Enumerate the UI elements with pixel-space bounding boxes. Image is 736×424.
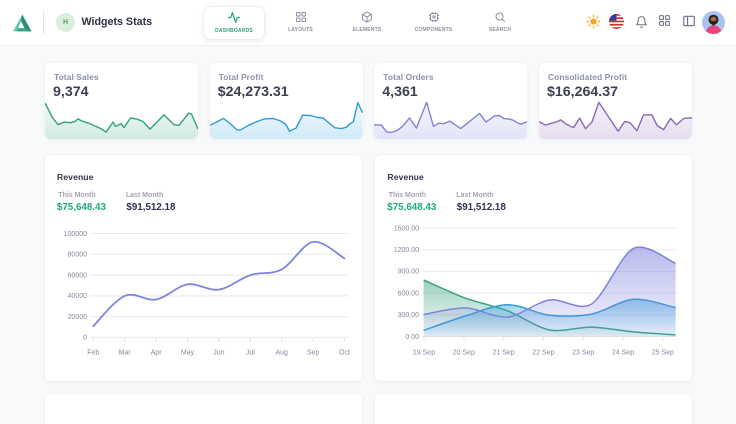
svg-text:Sep: Sep <box>307 350 320 357</box>
svg-text:Mar: Mar <box>119 350 132 357</box>
svg-text:Jul: Jul <box>246 350 255 357</box>
svg-text:80000: 80000 <box>68 252 88 259</box>
svg-text:23 Sep: 23 Sep <box>572 350 594 357</box>
svg-text:1500.00: 1500.00 <box>394 225 419 232</box>
svg-text:0.00: 0.00 <box>406 334 420 341</box>
svg-text:Apr: Apr <box>151 350 163 357</box>
svg-text:60000: 60000 <box>68 272 88 279</box>
svg-text:May: May <box>181 350 195 357</box>
svg-text:100000: 100000 <box>64 231 87 238</box>
svg-text:Jun: Jun <box>213 350 224 357</box>
svg-text:1200.00: 1200.00 <box>394 247 419 254</box>
svg-text:19 Sep: 19 Sep <box>413 350 435 357</box>
svg-text:600.00: 600.00 <box>398 290 420 297</box>
svg-text:900.00: 900.00 <box>398 269 420 276</box>
svg-text:Feb: Feb <box>87 350 99 357</box>
svg-text:0: 0 <box>83 335 87 342</box>
svg-text:40000: 40000 <box>68 293 88 300</box>
svg-text:300.00: 300.00 <box>398 312 420 319</box>
svg-text:25 Sep: 25 Sep <box>652 350 674 357</box>
svg-text:Oct: Oct <box>339 350 350 357</box>
svg-text:20 Sep: 20 Sep <box>453 350 475 357</box>
svg-text:20000: 20000 <box>68 314 88 321</box>
svg-text:22 Sep: 22 Sep <box>533 350 555 357</box>
svg-text:Aug: Aug <box>275 350 288 357</box>
svg-text:24 Sep: 24 Sep <box>612 350 634 357</box>
svg-text:21 Sep: 21 Sep <box>493 350 515 357</box>
